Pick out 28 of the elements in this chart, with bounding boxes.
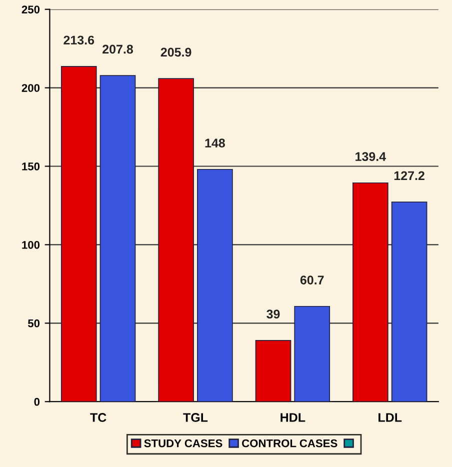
y-tick-label: 100 bbox=[22, 240, 40, 249]
x-tick-label: HDL bbox=[280, 413, 306, 422]
bar bbox=[294, 306, 330, 402]
data-label: 205.9 bbox=[160, 48, 192, 57]
data-label: 39 bbox=[266, 310, 280, 319]
x-tick-label: LDL bbox=[378, 413, 402, 422]
data-label: 127.2 bbox=[394, 171, 424, 180]
bar bbox=[60, 66, 97, 402]
y-tick-label: 50 bbox=[28, 319, 40, 328]
bar bbox=[197, 168, 233, 402]
legend-label: CONTROL CASES bbox=[242, 439, 338, 448]
y-tick-label: 0 bbox=[34, 398, 40, 406]
y-tick-label: 250 bbox=[22, 6, 40, 14]
y-tick-label: 200 bbox=[22, 84, 40, 92]
data-label: 148 bbox=[205, 138, 225, 148]
data-label: 60.7 bbox=[300, 276, 324, 284]
data-label: 207.8 bbox=[102, 44, 134, 54]
data-label: 213.6 bbox=[64, 36, 94, 45]
legend-label: STUDY CASES bbox=[144, 439, 222, 448]
bar bbox=[255, 340, 292, 402]
bar bbox=[352, 182, 388, 402]
y-tick-label: 150 bbox=[22, 162, 40, 170]
bar bbox=[100, 75, 136, 402]
data-label: 139.4 bbox=[356, 152, 386, 161]
bar bbox=[391, 202, 428, 402]
x-tick-label: TGL bbox=[183, 413, 208, 422]
x-tick-label: TC bbox=[90, 413, 106, 422]
bar bbox=[158, 78, 194, 402]
